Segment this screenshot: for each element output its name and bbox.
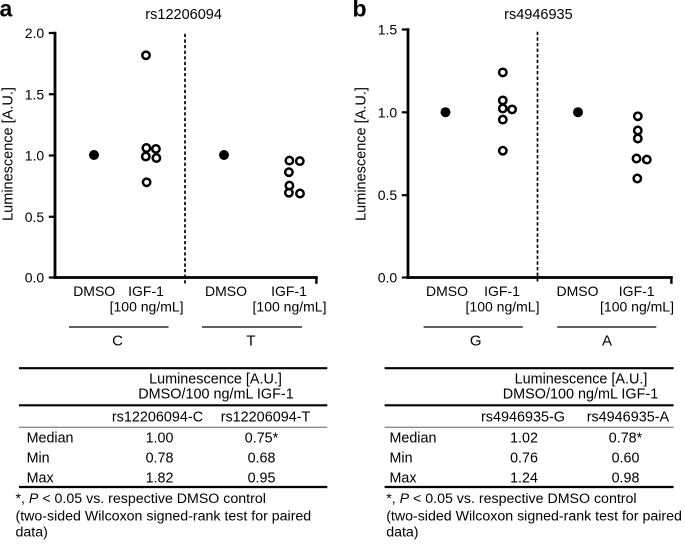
svg-text:0.78: 0.78 — [146, 450, 174, 466]
svg-text:Median: Median — [27, 431, 74, 447]
svg-text:data): data) — [16, 525, 48, 540]
svg-text:1.0: 1.0 — [25, 148, 45, 164]
svg-text:IGF-1: IGF-1 — [484, 283, 520, 299]
svg-text:0.60: 0.60 — [612, 450, 640, 466]
svg-text:IGF-1: IGF-1 — [128, 283, 164, 299]
svg-text:rs12206094-T: rs12206094-T — [221, 409, 311, 425]
svg-text:DMSO/100 ng/mL IGF-1: DMSO/100 ng/mL IGF-1 — [138, 386, 293, 402]
svg-text:rs12206094-C: rs12206094-C — [112, 409, 203, 425]
svg-text:[100 ng/mL]: [100 ng/mL] — [466, 299, 540, 315]
svg-text:1.5: 1.5 — [378, 22, 398, 38]
svg-text:DMSO: DMSO — [205, 283, 247, 299]
svg-text:Luminescence [A.U.]: Luminescence [A.U.] — [1, 87, 17, 221]
svg-text:0.0: 0.0 — [378, 270, 398, 286]
svg-text:Luminescence [A.U.]: Luminescence [A.U.] — [149, 371, 282, 387]
svg-text:Luminescence [A.U.]: Luminescence [A.U.] — [515, 371, 648, 387]
svg-text:0.68: 0.68 — [248, 450, 276, 466]
svg-text:rs12206094: rs12206094 — [145, 7, 222, 23]
svg-text:C: C — [112, 333, 123, 350]
svg-text:0.0: 0.0 — [25, 270, 45, 286]
svg-text:1.82: 1.82 — [146, 470, 174, 486]
svg-text:a: a — [0, 0, 13, 22]
svg-text:Max: Max — [390, 470, 417, 486]
svg-text:DMSO: DMSO — [73, 283, 115, 299]
svg-text:0.98: 0.98 — [612, 470, 640, 486]
svg-text:*, P < 0.05 vs. respective DMS: *, P < 0.05 vs. respective DMSO control — [386, 491, 636, 507]
svg-text:0.78*: 0.78* — [609, 431, 643, 447]
svg-text:1.00: 1.00 — [146, 431, 174, 447]
svg-text:rs4946935-A: rs4946935-A — [587, 409, 670, 425]
svg-text:A: A — [602, 333, 612, 350]
svg-text:rs4946935: rs4946935 — [504, 7, 573, 23]
svg-text:T: T — [246, 333, 255, 350]
svg-text:DMSO/100 ng/mL IGF-1: DMSO/100 ng/mL IGF-1 — [503, 386, 658, 402]
svg-text:DMSO: DMSO — [426, 283, 468, 299]
svg-text:1.5: 1.5 — [25, 86, 45, 102]
svg-text:1.02: 1.02 — [510, 431, 538, 447]
svg-text:[100 ng/mL]: [100 ng/mL] — [600, 299, 674, 315]
svg-text:Max: Max — [27, 470, 54, 486]
svg-text:Median: Median — [390, 431, 437, 447]
svg-text:(two-sided Wilcoxon signed-ran: (two-sided Wilcoxon signed-rank test for… — [16, 508, 312, 524]
svg-text:[100 ng/mL]: [100 ng/mL] — [253, 299, 327, 315]
svg-text:1.24: 1.24 — [510, 470, 538, 486]
svg-text:0.95: 0.95 — [248, 470, 276, 486]
svg-text:DMSO: DMSO — [557, 283, 599, 299]
svg-text:0.76: 0.76 — [510, 450, 538, 466]
svg-text:2.0: 2.0 — [25, 25, 45, 41]
svg-text:rs4946935-G: rs4946935-G — [481, 409, 565, 425]
svg-text:b: b — [353, 0, 367, 22]
svg-text:IGF-1: IGF-1 — [271, 283, 307, 299]
svg-text:G: G — [470, 333, 482, 350]
svg-text:Min: Min — [390, 450, 413, 466]
svg-text:0.5: 0.5 — [378, 187, 398, 203]
svg-text:0.75*: 0.75* — [245, 431, 279, 447]
svg-text:0.5: 0.5 — [25, 209, 45, 225]
svg-text:1.0: 1.0 — [378, 104, 398, 120]
svg-text:(two-sided Wilcoxon signed-ran: (two-sided Wilcoxon signed-rank test for… — [386, 508, 682, 524]
svg-text:IGF-1: IGF-1 — [619, 283, 655, 299]
svg-text:*, P < 0.05 vs. respective DMS: *, P < 0.05 vs. respective DMSO control — [16, 491, 266, 507]
svg-text:Luminescence [A.U.]: Luminescence [A.U.] — [354, 87, 370, 221]
svg-text:data): data) — [386, 525, 418, 540]
svg-text:[100 ng/mL]: [100 ng/mL] — [110, 299, 184, 315]
svg-text:Min: Min — [27, 450, 50, 466]
